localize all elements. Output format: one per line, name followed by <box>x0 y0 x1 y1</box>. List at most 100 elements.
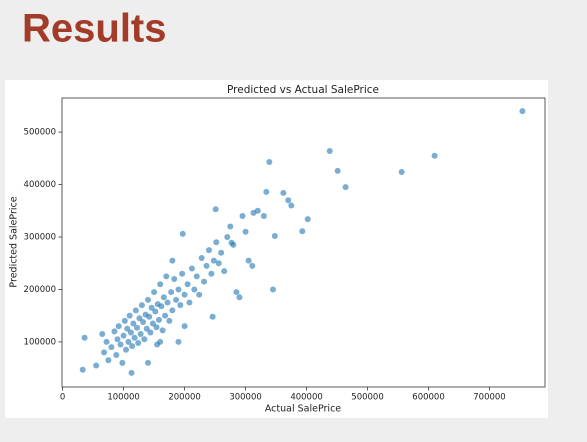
point <box>342 184 349 191</box>
y-tick-label: 100000 <box>24 337 56 347</box>
y-tick-label: 300000 <box>24 232 56 242</box>
point <box>191 286 198 293</box>
point <box>144 359 151 366</box>
point <box>209 313 216 320</box>
y-tick-label: 400000 <box>24 180 56 190</box>
point <box>175 338 182 345</box>
chart-background <box>5 80 548 418</box>
point <box>144 296 151 303</box>
point <box>108 344 115 351</box>
plot-frame <box>61 97 546 388</box>
point <box>137 331 144 338</box>
point <box>169 307 176 314</box>
point <box>151 289 158 296</box>
x-tick-label: 300000 <box>229 393 261 403</box>
point <box>147 329 154 336</box>
point <box>146 313 153 320</box>
point <box>115 323 122 330</box>
point <box>155 316 162 323</box>
point <box>158 303 165 310</box>
point <box>271 232 278 239</box>
point <box>233 289 240 296</box>
point <box>196 291 203 298</box>
point <box>168 289 175 296</box>
point <box>239 213 246 220</box>
point <box>131 334 138 341</box>
point <box>266 158 273 165</box>
point <box>205 247 212 254</box>
point <box>186 299 193 306</box>
point <box>398 168 405 175</box>
point <box>208 270 215 277</box>
point <box>249 262 256 269</box>
point <box>81 334 88 341</box>
point <box>221 268 228 275</box>
point <box>136 315 143 322</box>
point <box>126 312 133 319</box>
point <box>162 312 169 319</box>
point <box>254 207 261 214</box>
point <box>140 318 147 325</box>
point <box>114 336 121 343</box>
point <box>157 281 164 288</box>
point <box>123 346 130 353</box>
point <box>236 294 243 301</box>
x-axis-label: Actual SalePrice <box>265 404 341 415</box>
point <box>242 228 249 235</box>
point <box>179 230 186 237</box>
point <box>130 320 137 327</box>
point <box>141 336 148 343</box>
point <box>193 273 200 280</box>
point <box>184 281 191 288</box>
point <box>263 188 270 195</box>
point <box>213 239 220 246</box>
point <box>138 302 145 309</box>
point <box>260 213 267 220</box>
point <box>270 286 277 293</box>
point <box>175 286 182 293</box>
point <box>120 332 127 339</box>
point <box>99 331 106 338</box>
point <box>111 328 118 335</box>
point <box>160 294 167 301</box>
y-axis-label: Predicted SalePrice <box>9 196 20 287</box>
point <box>148 304 155 311</box>
y-tick-label: 200000 <box>24 285 56 295</box>
point <box>188 265 195 272</box>
point <box>154 341 161 348</box>
point <box>203 262 210 269</box>
point <box>124 325 131 332</box>
point <box>179 270 186 277</box>
chart-title: Predicted vs Actual SalePrice <box>227 84 379 96</box>
point <box>101 349 108 356</box>
point <box>201 278 208 285</box>
point <box>230 241 237 248</box>
point <box>326 147 333 154</box>
point <box>177 302 184 309</box>
point <box>171 275 178 282</box>
point <box>280 189 287 196</box>
point <box>79 366 86 373</box>
point <box>169 257 176 264</box>
slide-title: Results <box>22 7 167 51</box>
point <box>198 254 205 261</box>
point <box>159 327 166 334</box>
x-tick-label: 200000 <box>168 393 200 403</box>
point <box>117 341 124 348</box>
point <box>431 152 438 159</box>
point <box>210 257 217 264</box>
point <box>212 206 219 213</box>
point <box>127 329 134 336</box>
point <box>135 339 142 346</box>
point <box>288 202 295 209</box>
point <box>129 343 136 350</box>
point <box>245 257 252 264</box>
x-tick-label: 600000 <box>412 393 444 403</box>
y-tick-label: 500000 <box>24 128 56 138</box>
point <box>163 273 170 280</box>
point <box>119 359 126 366</box>
point <box>173 296 180 303</box>
point <box>304 216 311 223</box>
